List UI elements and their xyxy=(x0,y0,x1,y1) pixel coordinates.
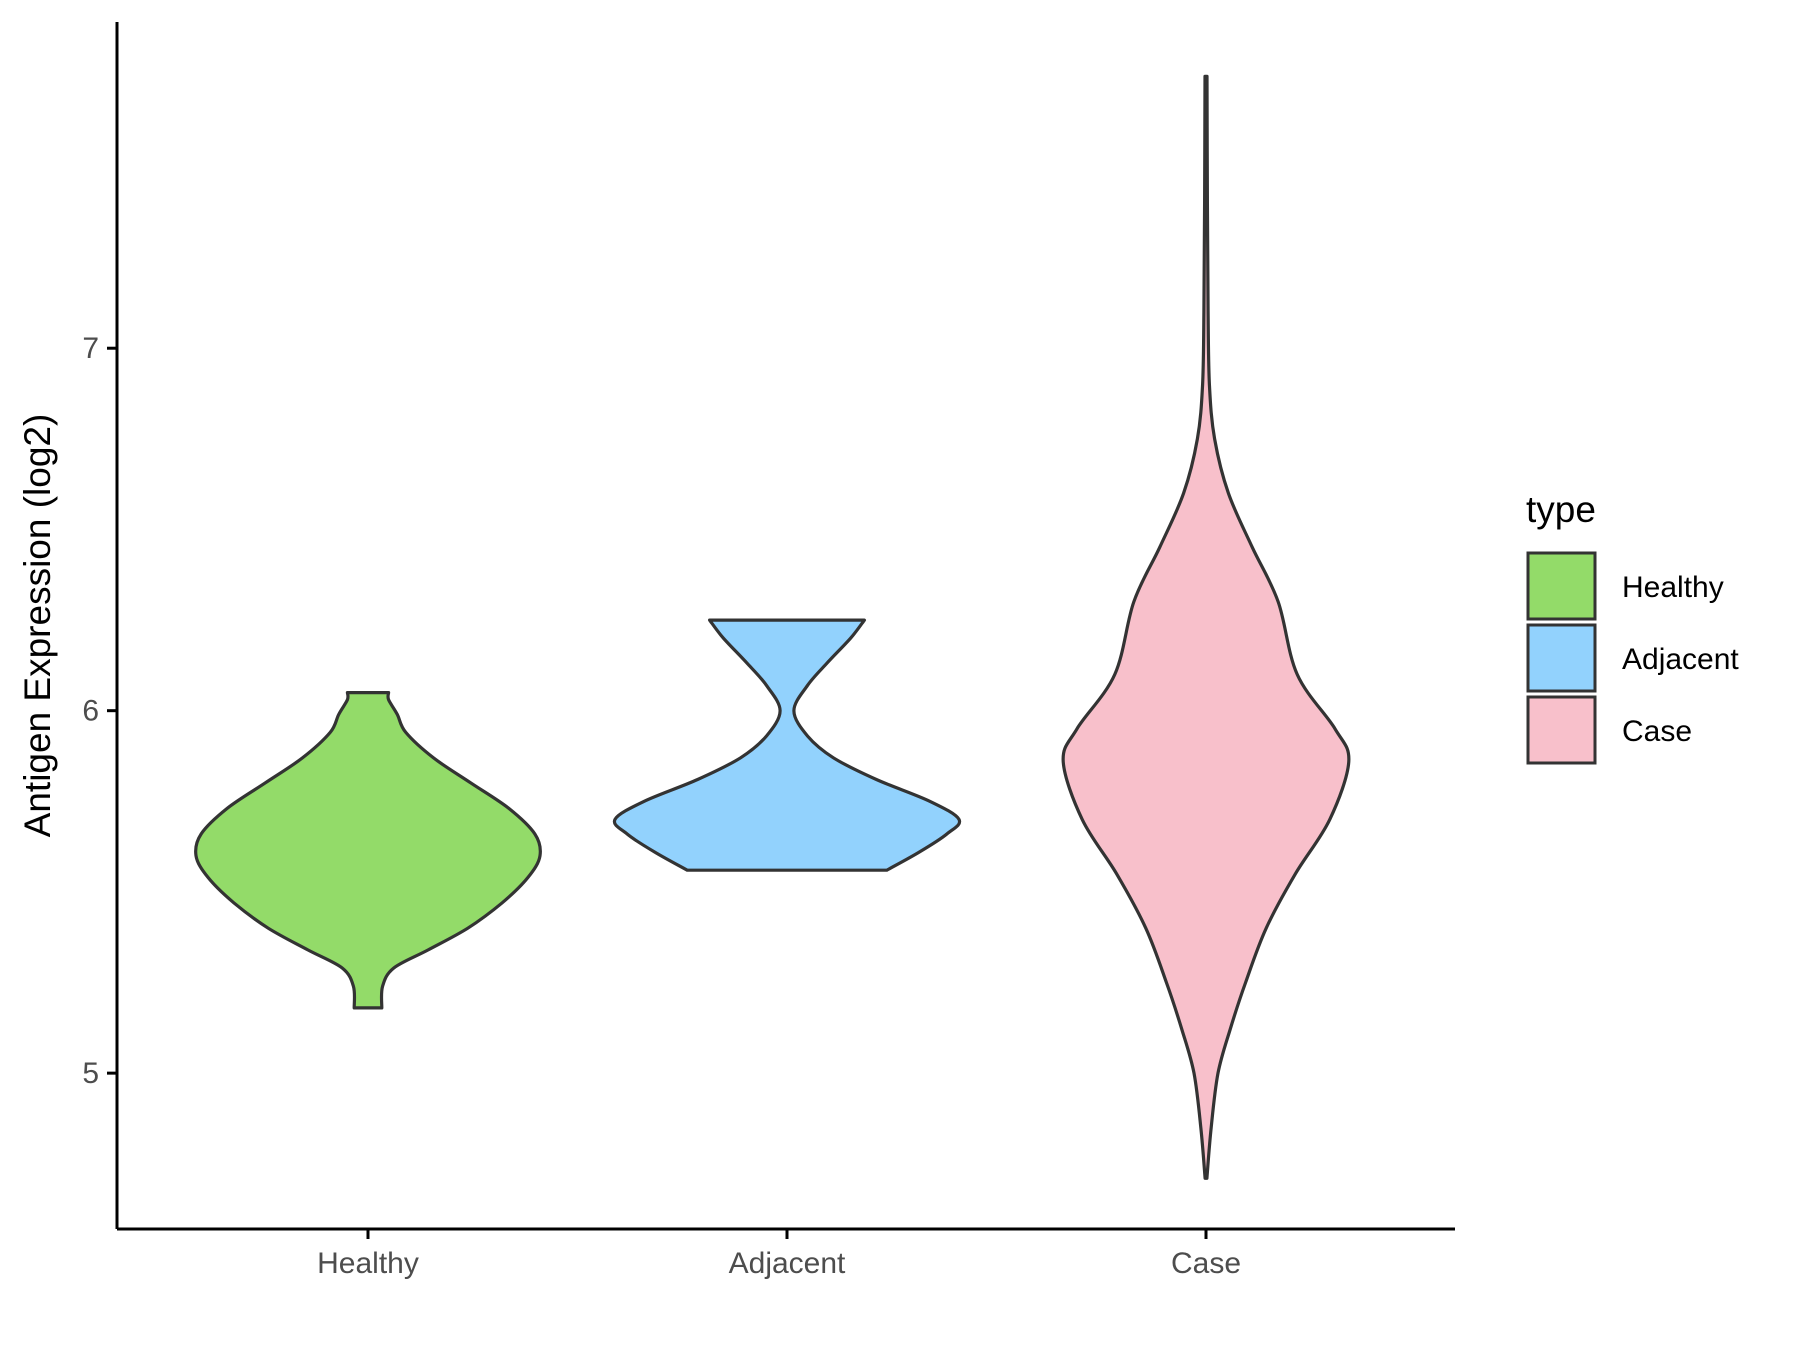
x-axis-ticks: Healthy Adjacent Case xyxy=(317,1229,1241,1280)
violin-healthy xyxy=(194,691,542,1010)
legend-key-healthy xyxy=(1526,551,1597,621)
plot-area: 5 6 7 Healthy Adjacent Case xyxy=(82,22,1455,1280)
legend-title: type xyxy=(1526,489,1596,530)
violin-adjacent xyxy=(612,618,962,872)
legend-label-adjacent: Adjacent xyxy=(1622,643,1739,676)
y-tick-label: 7 xyxy=(82,332,99,365)
legend-label-case: Case xyxy=(1622,715,1692,748)
y-axis-ticks: 5 6 7 xyxy=(82,332,117,1090)
y-axis-title: Antigen Expression (log2) xyxy=(17,414,58,838)
legend-label-healthy: Healthy xyxy=(1622,571,1724,604)
legend-entries: Healthy Adjacent Case xyxy=(1526,551,1739,765)
legend-key-case xyxy=(1526,695,1597,765)
violins xyxy=(194,74,1351,1180)
x-tick-label: Healthy xyxy=(317,1247,419,1280)
legend: type Healthy Adjacent Case xyxy=(1526,489,1739,765)
violin-case xyxy=(1061,74,1351,1180)
x-tick-label: Case xyxy=(1171,1247,1241,1280)
y-tick-label: 6 xyxy=(82,695,99,728)
legend-key-adjacent xyxy=(1526,623,1597,693)
x-tick-label: Adjacent xyxy=(729,1247,846,1280)
y-tick-label: 5 xyxy=(82,1057,99,1090)
